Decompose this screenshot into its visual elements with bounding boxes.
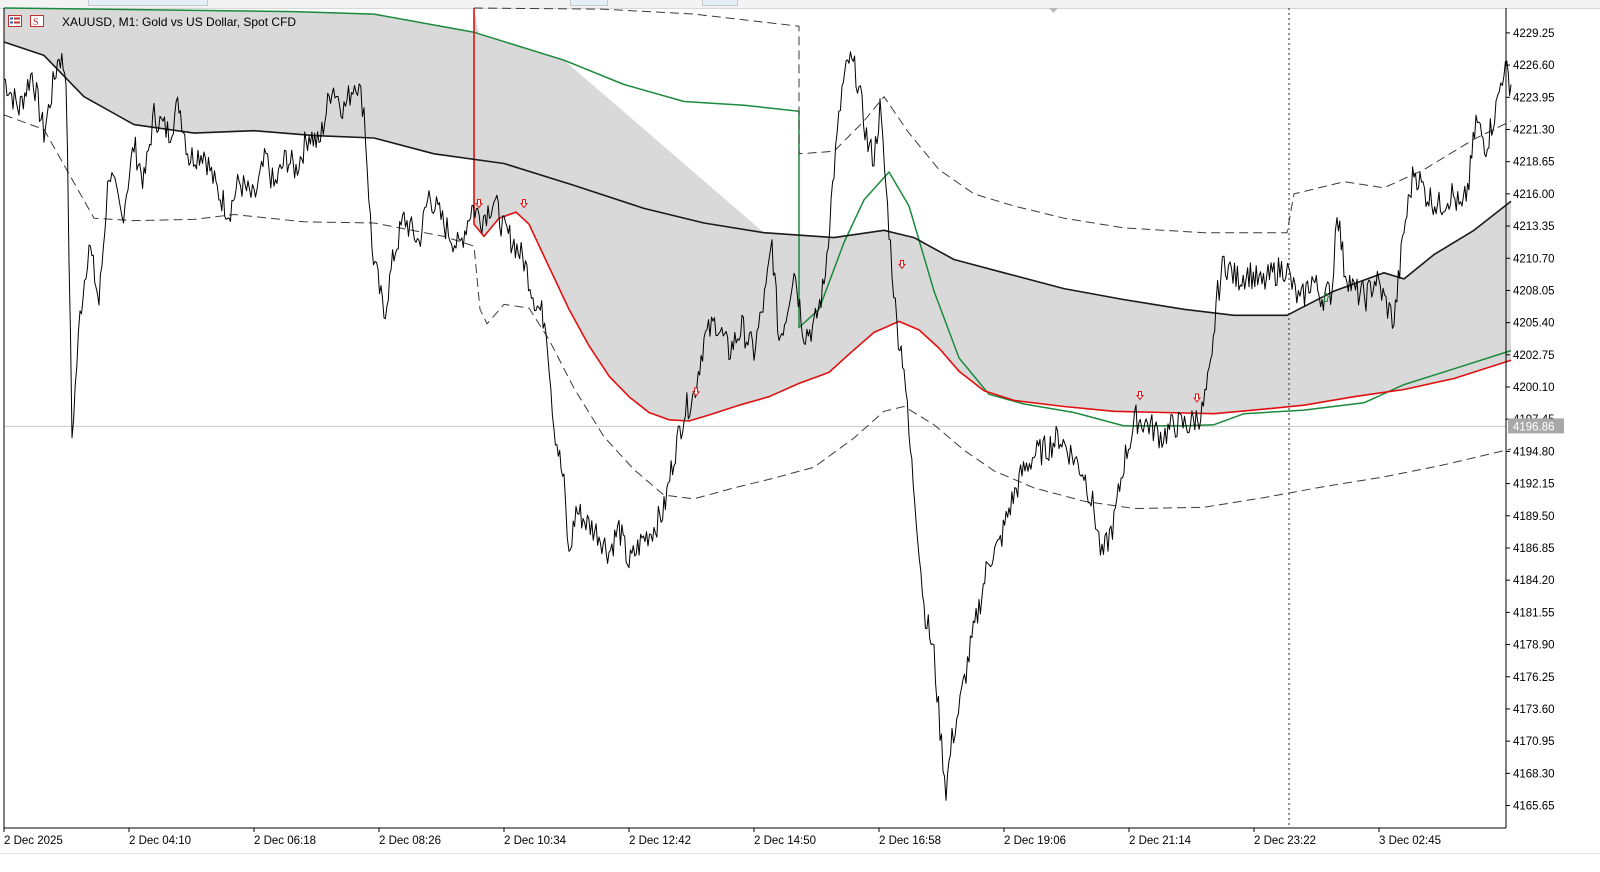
- sell-signal-icon: [1136, 391, 1144, 401]
- x-tick-label: 2 Dec 08:26: [379, 835, 441, 847]
- x-tick-label: 2 Dec 14:50: [754, 835, 816, 847]
- y-tick-label: 4165.65: [1513, 801, 1555, 813]
- y-tick-label: 4221.30: [1513, 124, 1555, 136]
- x-tick-label: 2 Dec 12:42: [629, 835, 691, 847]
- x-tick-label: 2 Dec 16:58: [879, 835, 941, 847]
- svg-text:S: S: [33, 17, 39, 27]
- band-fill-area: [4, 8, 764, 233]
- y-tick-label: 4181.55: [1513, 607, 1555, 619]
- sell-signal-icon: [898, 259, 906, 270]
- y-tick-label: 4216.00: [1513, 189, 1555, 201]
- y-tick-label: 4208.05: [1513, 285, 1555, 297]
- lower-band-line: [473, 8, 1512, 422]
- x-tick-label: 2 Dec 19:06: [1004, 835, 1066, 847]
- y-tick-label: 4194.80: [1513, 446, 1555, 458]
- signal-markers-layer: [475, 199, 1330, 403]
- toolbar-tab[interactable]: [702, 0, 738, 6]
- title-icons: S: [8, 14, 48, 32]
- shift-marker-icon: [1049, 8, 1058, 13]
- symbol-icon[interactable]: S: [30, 14, 45, 28]
- y-tick-label: 4168.30: [1513, 768, 1555, 780]
- x-tick-label: 2 Dec 04:10: [129, 835, 191, 847]
- x-tick-label: 2 Dec 06:18: [254, 835, 316, 847]
- y-tick-label: 4200.10: [1513, 382, 1555, 394]
- y-tick-label: 4210.70: [1513, 253, 1555, 265]
- x-tick-label: 2 Dec 23:22: [1254, 835, 1316, 847]
- price-line-layer: [3, 51, 1512, 801]
- buy-signal-icon: [1322, 292, 1330, 302]
- crosshair-layer: [4, 8, 1506, 828]
- envelope-lower-line: [3, 114, 1512, 509]
- sell-signal-icon: [1193, 393, 1201, 403]
- y-tick-label: 4176.25: [1513, 672, 1555, 684]
- status-strip: [0, 853, 1600, 872]
- indicator-lines-layer: [3, 7, 1512, 509]
- moving-average-line: [3, 41, 1512, 317]
- x-tick-label: 2 Dec 21:14: [1129, 835, 1192, 847]
- x-tick-label: 2 Dec 10:34: [504, 835, 567, 847]
- y-tick-label: 4226.60: [1513, 60, 1555, 72]
- x-tick-label: 2 Dec 2025: [4, 835, 63, 847]
- sell-signal-icon: [692, 387, 700, 397]
- y-tick-label: 4202.75: [1513, 350, 1555, 362]
- chart-list-icon[interactable]: [8, 14, 22, 27]
- y-tick-label: 4192.15: [1513, 479, 1555, 491]
- y-tick-label: 4178.90: [1513, 640, 1555, 652]
- y-tick-label: 4184.20: [1513, 575, 1555, 587]
- y-tick-label: 4186.85: [1513, 543, 1555, 555]
- upper-band-line: [3, 7, 1512, 427]
- y-tick-label: 4205.40: [1513, 318, 1555, 330]
- y-tick-label: 4213.35: [1513, 221, 1555, 233]
- y-tick-label: 4173.60: [1513, 704, 1555, 716]
- price-line: [3, 51, 1512, 801]
- y-tick-label: 4170.95: [1513, 736, 1555, 748]
- toolbar-strip: [0, 0, 1600, 9]
- toolbar-tab[interactable]: [88, 0, 208, 6]
- y-tick-label: 4189.50: [1513, 511, 1555, 523]
- band-fill-area: [474, 8, 1511, 421]
- current-price-tag: 4196.86: [1508, 418, 1564, 434]
- chart-title: XAUUSD, M1: Gold vs US Dollar, Spot CFD: [62, 15, 297, 29]
- svg-text:4196.86: 4196.86: [1513, 421, 1555, 433]
- sell-signal-icon: [475, 199, 483, 209]
- sell-signal-icon: [520, 199, 528, 209]
- envelope-upper-line: [473, 7, 1512, 234]
- x-tick-label: 3 Dec 02:45: [1379, 835, 1441, 847]
- band-fill-layer: [4, 8, 1511, 421]
- y-tick-label: 4229.25: [1513, 28, 1555, 40]
- toolbar-tab[interactable]: [570, 0, 608, 6]
- y-tick-label: 4223.95: [1513, 92, 1555, 104]
- axes-layer: 4229.25 4226.60 4223.95 4221.30 4218.65 4216.…: [3, 8, 1564, 847]
- y-tick-label: 4218.65: [1513, 157, 1555, 169]
